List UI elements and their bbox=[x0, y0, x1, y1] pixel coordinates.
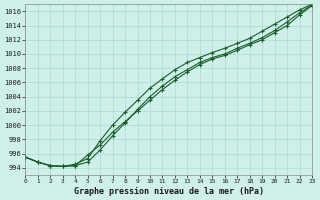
X-axis label: Graphe pression niveau de la mer (hPa): Graphe pression niveau de la mer (hPa) bbox=[74, 187, 264, 196]
